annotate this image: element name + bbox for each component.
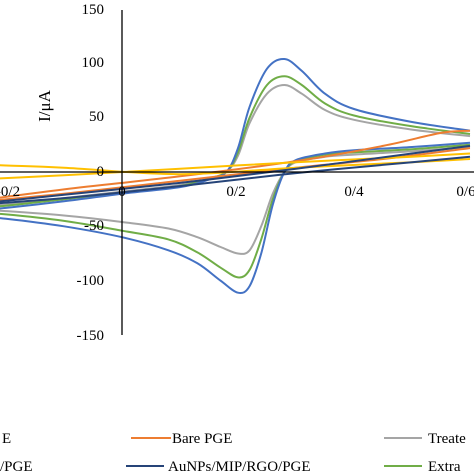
legend-item: Bare PGE bbox=[131, 431, 232, 447]
legend-label: AuNPs/MIP/RGO/PGE bbox=[168, 459, 311, 474]
y-tick-label: 100 bbox=[82, 55, 105, 71]
series-line-cathodic bbox=[0, 141, 471, 294]
series-line-anodic bbox=[0, 57, 471, 210]
legend-item: Extra bbox=[384, 459, 461, 474]
y-axis-title: I/μA bbox=[35, 89, 54, 121]
x-tick-label: 0/2 bbox=[226, 184, 245, 200]
y-tick-label: 50 bbox=[89, 109, 104, 125]
y-tick-label: -150 bbox=[77, 328, 105, 344]
x-tick-labels: -0/2 0 0/2 0/4 0/6 bbox=[0, 184, 474, 200]
legend-label: Treate bbox=[428, 431, 466, 447]
x-tick-label: 0/4 bbox=[344, 184, 364, 200]
series-line-anodic bbox=[0, 129, 471, 199]
legend-label: Extra bbox=[428, 459, 461, 474]
x-tick-label: -0/2 bbox=[0, 184, 20, 200]
legend-label: E bbox=[2, 431, 11, 447]
series-line-cathodic bbox=[0, 155, 471, 205]
legend-item: AuNPs/MIP/RGO/PGE bbox=[126, 459, 311, 474]
y-tick-label: 0 bbox=[97, 164, 105, 180]
legend-item: Treate bbox=[384, 431, 466, 447]
series-line-cathodic bbox=[0, 143, 471, 279]
axes bbox=[0, 10, 474, 335]
series-line-anodic bbox=[0, 144, 471, 203]
legend-item: /PGE bbox=[0, 459, 33, 474]
y-tick-label: 150 bbox=[82, 2, 105, 18]
y-tick-label: -100 bbox=[77, 273, 105, 289]
legend-item: E bbox=[2, 431, 11, 447]
y-tick-label: -50 bbox=[84, 218, 104, 234]
x-tick-label: 0/6 bbox=[456, 184, 474, 200]
series-line-anodic bbox=[0, 152, 471, 180]
y-tick-labels: 150 100 50 0 -50 -100 -150 bbox=[77, 2, 105, 344]
legend-label: Bare PGE bbox=[172, 431, 232, 447]
legend: E Bare PGE Treate /PGE AuNPs/MIP/RGO/PGE… bbox=[0, 431, 466, 474]
x-tick-label: 0 bbox=[118, 184, 126, 200]
legend-label: /PGE bbox=[0, 459, 33, 474]
plot-curves bbox=[0, 57, 471, 294]
